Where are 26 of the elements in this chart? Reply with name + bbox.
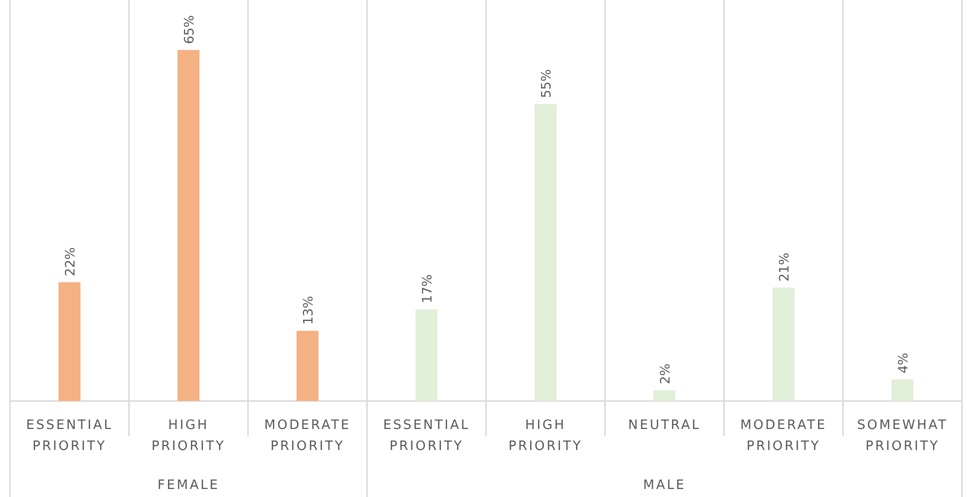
text: FEMALE: [157, 478, 220, 493]
bar: [296, 330, 318, 401]
x-tick-label: HIGH PRIORITY: [151, 418, 226, 454]
x-tick-label: ESSENTIAL PRIORITY: [383, 418, 470, 454]
data-label: 55%: [540, 69, 554, 98]
x-tick-label: SOMEWHAT PRIORITY: [857, 418, 948, 454]
data-label: 21%: [778, 252, 792, 282]
bar: [178, 50, 200, 401]
data-label: 22%: [64, 247, 78, 276]
bar: [654, 390, 676, 401]
data-label: 13%: [302, 296, 316, 325]
bar: [772, 288, 794, 401]
bar: [892, 379, 914, 401]
x-tick-label: MODERATE PRIORITY: [740, 418, 827, 454]
data-label: 2%: [658, 364, 674, 384]
x-tick-label: HIGH PRIORITY: [508, 418, 583, 454]
x-tick-label: NEUTRAL: [628, 418, 701, 433]
x-tick-label: MODERATE PRIORITY: [264, 418, 351, 454]
x-tick-label: ESSENTIAL PRIORITY: [26, 418, 113, 454]
bar: [416, 309, 438, 401]
data-label: 65%: [182, 15, 198, 44]
bar: [534, 104, 556, 401]
data-label: 17%: [420, 274, 436, 304]
data-label: 4%: [896, 352, 912, 374]
text: MALE: [643, 478, 686, 493]
bar: [58, 282, 80, 401]
